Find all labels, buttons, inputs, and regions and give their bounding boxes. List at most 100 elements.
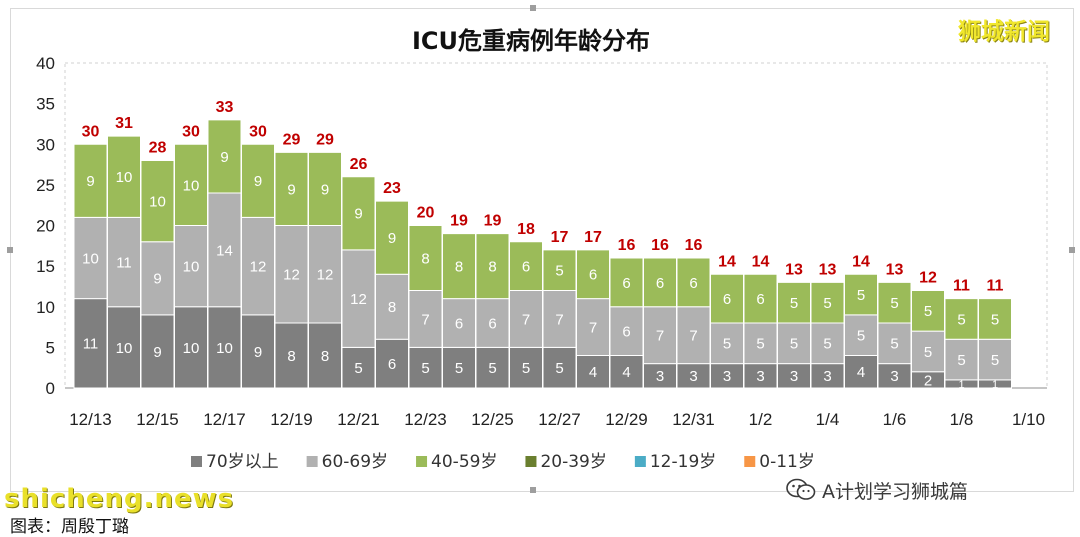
bar-segment (810, 322, 845, 365)
segment-value-label: 6 (522, 259, 530, 276)
x-tick-label: 12/13 (69, 410, 112, 429)
segment-value-label: 6 (622, 275, 630, 292)
resize-handle-top[interactable] (530, 5, 536, 11)
legend-swatch (416, 456, 428, 467)
segment-value-label: 7 (555, 311, 563, 328)
segment-value-label: 5 (957, 311, 965, 328)
segment-value-label: 8 (455, 259, 463, 276)
segment-value-label: 3 (656, 368, 664, 385)
resize-handle-right[interactable] (1069, 247, 1075, 253)
segment-value-label: 5 (924, 303, 932, 320)
bar-total-label: 13 (819, 261, 837, 278)
bar-total-label: 16 (651, 237, 669, 254)
x-tick-label: 12/15 (136, 410, 179, 429)
segment-value-label: 5 (957, 352, 965, 369)
segment-value-label: 6 (388, 356, 396, 373)
bar-total-label: 30 (249, 123, 267, 140)
y-tick-label: 30 (36, 135, 55, 154)
bar-total-label: 26 (350, 156, 368, 173)
segment-value-label: 3 (823, 368, 831, 385)
legend-label: 60-69岁 (322, 452, 388, 472)
bar-segment (576, 298, 610, 356)
segment-value-label: 6 (689, 275, 697, 292)
legend-label: 20-39岁 (540, 452, 606, 472)
segment-value-label: 12 (283, 267, 300, 284)
legend-label: 12-19岁 (650, 452, 716, 472)
bar-total-label: 29 (316, 131, 334, 148)
bar-segment (73, 143, 108, 218)
segment-value-label: 9 (153, 271, 161, 288)
segment-value-label: 2 (924, 372, 932, 389)
segment-value-label: 9 (321, 181, 329, 198)
bar-segment (207, 192, 242, 308)
bar-segment (877, 281, 912, 324)
segment-value-label: 6 (723, 291, 731, 308)
segment-value-label: 5 (790, 295, 798, 312)
bar-total-label: 12 (919, 270, 937, 287)
bar-segment (207, 306, 242, 389)
bar-total-label: 13 (785, 261, 803, 278)
segment-value-label: 5 (354, 360, 362, 377)
x-tick-label: 12/27 (538, 410, 581, 429)
resize-handle-bottom[interactable] (530, 487, 536, 493)
segment-value-label: 9 (354, 206, 362, 223)
bar-total-label: 14 (718, 253, 736, 270)
x-tick-label: 12/25 (471, 410, 514, 429)
x-tick-label: 12/19 (270, 410, 313, 429)
watermark-bottom: shicheng.news (4, 484, 235, 514)
x-tick-label: 12/31 (672, 410, 715, 429)
bar-segment (375, 200, 409, 275)
wechat-icon (786, 478, 816, 500)
segment-value-label: 5 (723, 336, 731, 353)
segment-value-label: 10 (116, 340, 133, 357)
bar-segment (509, 346, 543, 389)
bar-total-label: 30 (82, 123, 100, 140)
bar-segment (207, 119, 242, 194)
bar-segment (978, 338, 1012, 381)
x-tick-label: 12/29 (605, 410, 648, 429)
segment-value-label: 10 (116, 169, 133, 186)
bar-total-label: 33 (216, 99, 234, 116)
legend-swatch (306, 456, 318, 467)
legend-swatch (634, 456, 646, 467)
segment-value-label: 5 (756, 336, 764, 353)
segment-value-label: 5 (522, 360, 530, 377)
segment-value-label: 7 (522, 311, 530, 328)
segment-value-label: 7 (689, 328, 697, 345)
segment-value-label: 6 (622, 324, 630, 341)
segment-value-label: 7 (421, 311, 429, 328)
segment-value-label: 9 (86, 173, 94, 190)
bar-segment (911, 290, 945, 332)
y-tick-label: 20 (36, 217, 55, 236)
segment-value-label: 10 (82, 250, 99, 267)
segment-value-label: 8 (321, 348, 329, 365)
segment-value-label: 5 (455, 360, 463, 377)
bar-total-label: 19 (484, 213, 502, 230)
bar-segment (609, 355, 644, 389)
bar-segment (978, 298, 1012, 340)
bar-total-label: 31 (115, 115, 133, 132)
chart-title: ICU危重病例年龄分布 (412, 27, 650, 55)
x-tick-label: 12/21 (337, 410, 380, 429)
y-tick-label: 25 (36, 176, 55, 195)
segment-value-label: 5 (790, 336, 798, 353)
segment-value-label: 1 (992, 379, 998, 391)
bar-total-label: 17 (551, 229, 569, 246)
segment-value-label: 6 (455, 315, 463, 332)
bar-total-label: 11 (987, 278, 1004, 295)
resize-handle-left[interactable] (7, 247, 13, 253)
wechat-account-tag: A计划学习狮城篇 (786, 476, 968, 504)
bar-segment (341, 249, 376, 348)
segment-value-label: 5 (555, 360, 563, 377)
segment-value-label: 11 (116, 254, 132, 271)
bar-total-label: 13 (886, 261, 904, 278)
bar-segment (777, 281, 811, 324)
bar-total-label: 29 (283, 131, 301, 148)
bar-total-label: 28 (149, 140, 167, 157)
watermark-top: 狮城新闻 (958, 19, 1050, 45)
bar-segment (241, 314, 275, 389)
bar-total-label: 19 (450, 213, 468, 230)
bar-segment (676, 257, 711, 308)
bar-segment (810, 363, 845, 389)
segment-value-label: 5 (857, 328, 865, 345)
